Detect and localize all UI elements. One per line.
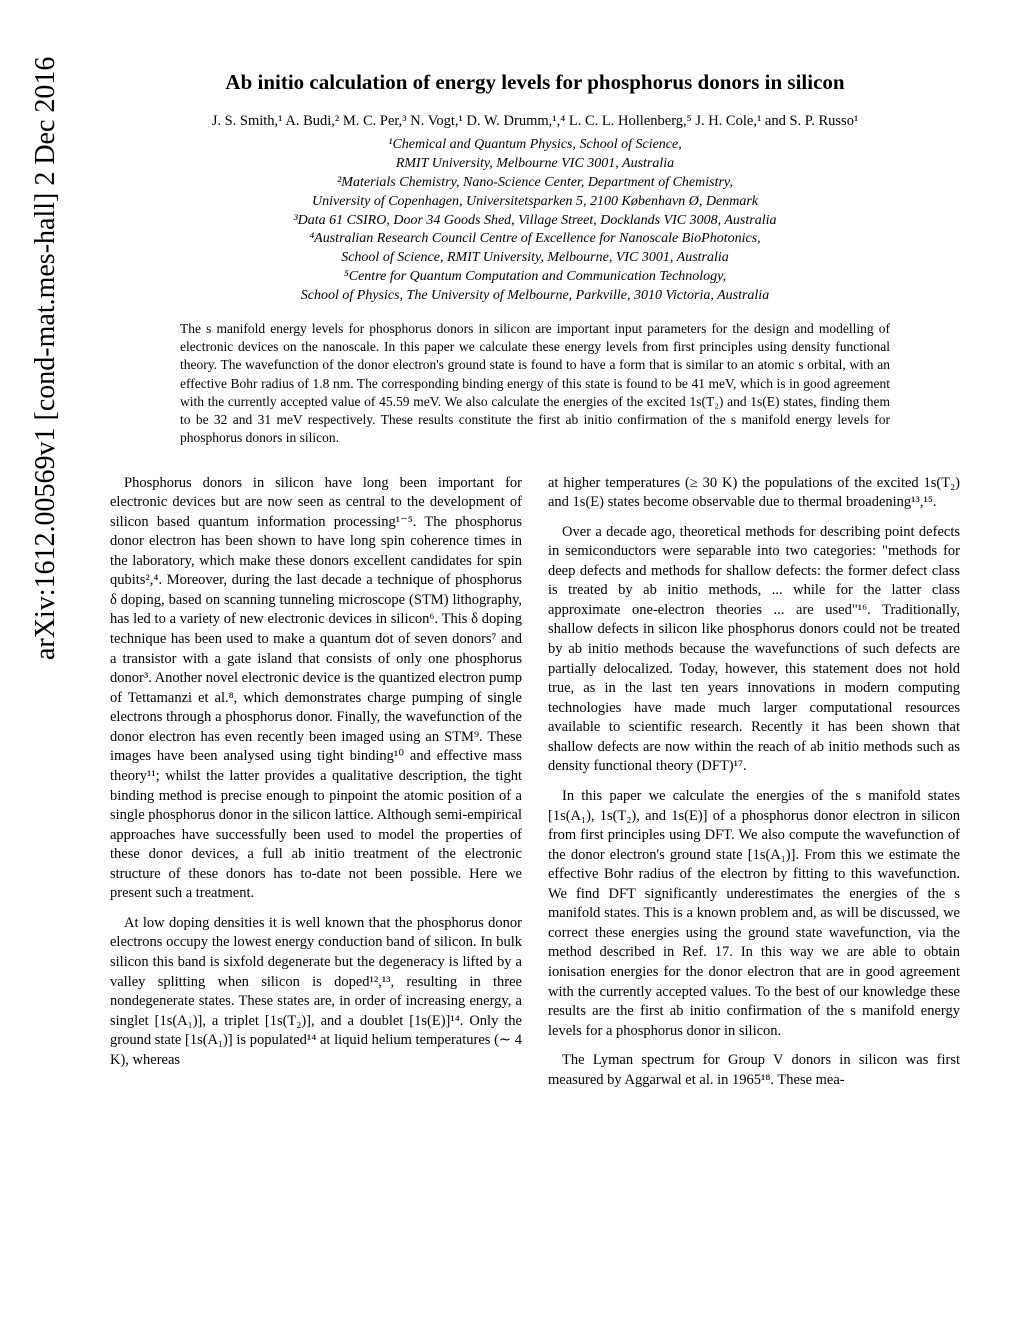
- body-paragraph: The Lyman spectrum for Group V donors in…: [548, 1051, 960, 1090]
- abstract: The s manifold energy levels for phospho…: [180, 320, 890, 448]
- affiliation-1: ¹Chemical and Quantum Physics, School of…: [110, 136, 960, 155]
- right-column: at higher temperatures (≥ 30 K) the popu…: [548, 474, 960, 1101]
- author-list: J. S. Smith,¹ A. Budi,² M. C. Per,³ N. V…: [110, 113, 960, 130]
- body-paragraph: At low doping densities it is well known…: [110, 914, 522, 1071]
- affiliation-5b: School of Physics, The University of Mel…: [110, 287, 960, 306]
- body-columns: Phosphorus donors in silicon have long b…: [110, 474, 960, 1101]
- affiliation-2b: University of Copenhagen, Universitetspa…: [110, 193, 960, 212]
- affiliations: ¹Chemical and Quantum Physics, School of…: [110, 136, 960, 306]
- body-paragraph: at higher temperatures (≥ 30 K) the popu…: [548, 474, 960, 513]
- page-content: Ab initio calculation of energy levels f…: [110, 0, 960, 1100]
- affiliation-1b: RMIT University, Melbourne VIC 3001, Aus…: [110, 155, 960, 174]
- affiliation-5: ⁵Centre for Quantum Computation and Comm…: [110, 268, 960, 287]
- body-paragraph: Phosphorus donors in silicon have long b…: [110, 474, 522, 904]
- body-paragraph: Over a decade ago, theoretical methods f…: [548, 523, 960, 777]
- affiliation-4b: School of Science, RMIT University, Melb…: [110, 249, 960, 268]
- body-paragraph: In this paper we calculate the energies …: [548, 787, 960, 1041]
- arxiv-stamp: arXiv:1612.00569v1 [cond-mat.mes-hall] 2…: [30, 57, 62, 660]
- affiliation-2: ²Materials Chemistry, Nano-Science Cente…: [110, 174, 960, 193]
- affiliation-4: ⁴Australian Research Council Centre of E…: [110, 230, 960, 249]
- affiliation-3: ³Data 61 CSIRO, Door 34 Goods Shed, Vill…: [110, 212, 960, 231]
- paper-title: Ab initio calculation of energy levels f…: [110, 70, 960, 95]
- left-column: Phosphorus donors in silicon have long b…: [110, 474, 522, 1101]
